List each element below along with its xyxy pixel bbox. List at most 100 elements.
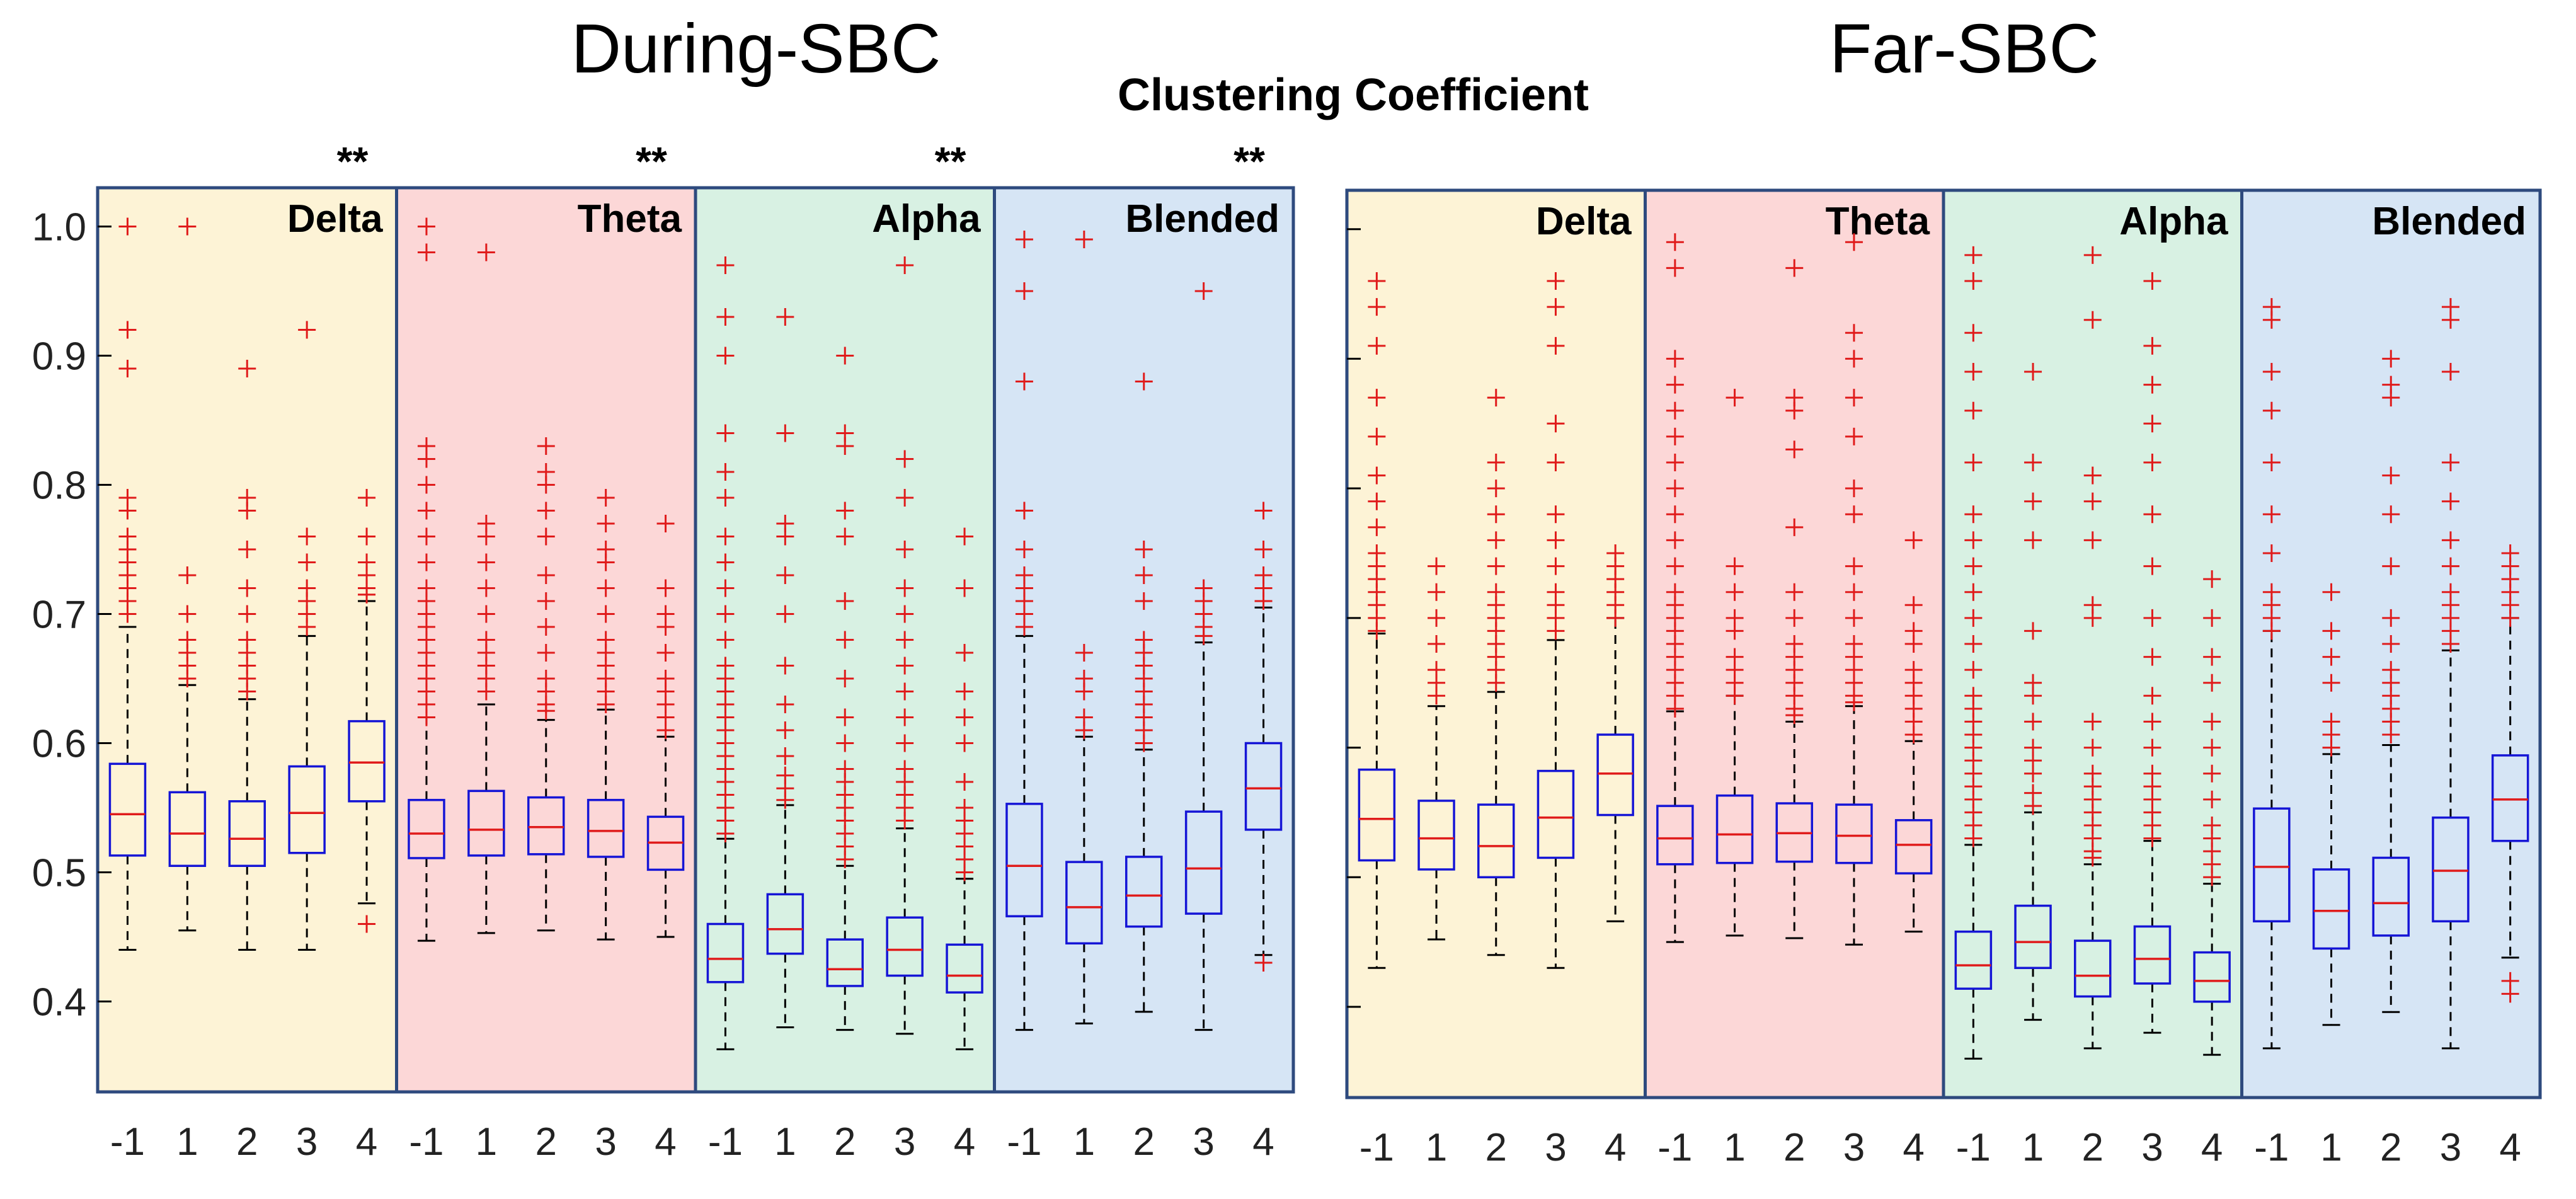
outlier-point xyxy=(1135,592,1153,610)
iqr-box xyxy=(1537,769,1575,859)
x-tick-label: 3 xyxy=(595,1120,616,1164)
outlier-point xyxy=(1964,531,1983,549)
y-tick-label: 1.0 xyxy=(32,206,86,250)
x-tick-label: -1 xyxy=(1956,1126,1991,1169)
x-tick-label: 2 xyxy=(1133,1120,1155,1164)
outlier-point xyxy=(1487,583,1505,601)
outlier-point xyxy=(1254,541,1273,558)
outlier-point xyxy=(2501,972,2519,990)
outlier-point xyxy=(2441,557,2459,575)
outlier-point xyxy=(1015,502,1033,520)
outlier-point xyxy=(656,644,675,662)
outlier-point xyxy=(1785,583,1804,601)
outlier-point xyxy=(836,708,854,726)
iqr-box xyxy=(1835,803,1873,864)
outlier-point xyxy=(1666,350,1684,368)
box-alpha-4: 4 xyxy=(946,527,983,1164)
outlier-point xyxy=(1845,324,1863,342)
outlier-point xyxy=(716,631,735,649)
outlier-point xyxy=(1428,661,1446,679)
outlier-point xyxy=(1075,231,1093,248)
iqr-box xyxy=(168,791,207,868)
y-tick-label: 0.9 xyxy=(32,335,86,379)
outlier-point xyxy=(836,527,854,546)
outlier-point xyxy=(716,347,735,365)
outlier-point xyxy=(2143,764,2161,783)
y-tick-label: 0.7 xyxy=(32,594,86,637)
outlier-point xyxy=(118,217,137,236)
outlier-point xyxy=(1964,583,1983,601)
outlier-point xyxy=(1254,502,1273,520)
x-tick-label: 4 xyxy=(2499,1126,2521,1169)
outlier-point xyxy=(2024,784,2042,802)
outlier-point xyxy=(477,631,495,649)
outlier-point xyxy=(776,308,794,326)
outlier-point xyxy=(716,308,735,326)
band-group-alpha: Alpha -1 1 2 3 4 xyxy=(1942,188,2243,1169)
outlier-point xyxy=(896,579,914,597)
iqr-box xyxy=(1125,856,1163,928)
outlier-point xyxy=(537,437,555,455)
outlier-point xyxy=(836,592,854,610)
outlier-point xyxy=(2382,466,2400,485)
iqr-box xyxy=(228,800,266,867)
outlier-point xyxy=(896,450,914,468)
box-blended--1: -1 xyxy=(2253,298,2291,1169)
outlier-point xyxy=(238,360,256,377)
outlier-point xyxy=(477,243,495,261)
outlier-point xyxy=(597,579,615,597)
outlier-point xyxy=(1487,505,1505,524)
outlier-point xyxy=(1904,622,1923,640)
outlier-point xyxy=(1785,518,1804,536)
outlier-point xyxy=(896,256,914,274)
iqr-box xyxy=(2014,904,2052,970)
outlier-point xyxy=(1135,372,1153,391)
outlier-point xyxy=(2024,363,2042,381)
outlier-point xyxy=(537,502,555,520)
x-tick-label: 2 xyxy=(2082,1126,2104,1169)
outlier-point xyxy=(1845,635,1863,653)
outlier-point xyxy=(896,605,914,623)
band-label: Theta xyxy=(1826,200,1930,243)
outlier-point xyxy=(716,657,735,675)
y-tick-label: 0.4 xyxy=(32,981,86,1024)
outlier-point xyxy=(836,670,854,687)
significance-marker: ** xyxy=(337,139,369,184)
outlier-point xyxy=(2262,401,2281,420)
outlier-point xyxy=(2083,246,2102,264)
outlier-point xyxy=(836,734,854,752)
outlier-point xyxy=(597,631,615,649)
outlier-point xyxy=(417,527,435,546)
outlier-point xyxy=(956,682,974,701)
outlier-point xyxy=(1666,505,1684,524)
iqr-box xyxy=(2193,951,2231,1003)
x-tick-label: 1 xyxy=(2022,1126,2044,1169)
outlier-point xyxy=(1487,479,1505,498)
outlier-point xyxy=(956,579,974,597)
band-label: Blended xyxy=(1125,197,1279,241)
outlier-point xyxy=(1368,518,1386,536)
band-label: Blended xyxy=(2372,200,2526,243)
outlier-point xyxy=(836,760,854,778)
iqr-box xyxy=(1244,742,1283,831)
outlier-point xyxy=(1547,272,1565,290)
x-tick-label: 4 xyxy=(655,1120,676,1164)
outlier-point xyxy=(836,424,854,442)
y-tick-label: 0.8 xyxy=(32,464,86,508)
outlier-point xyxy=(2083,311,2102,329)
outlier-point xyxy=(2322,674,2340,692)
outlier-point xyxy=(2083,764,2102,783)
outlier-point xyxy=(656,515,675,532)
outlier-point xyxy=(1964,661,1983,679)
iqr-box xyxy=(1656,805,1694,866)
outlier-point xyxy=(1015,372,1033,391)
outlier-point xyxy=(1368,272,1386,290)
outlier-point xyxy=(2024,738,2042,757)
outlier-point xyxy=(896,682,914,701)
outlier-point xyxy=(1964,505,1983,524)
outlier-point xyxy=(836,631,854,649)
outlier-point xyxy=(896,657,914,675)
outlier-point xyxy=(776,721,794,739)
outlier-point xyxy=(1368,336,1386,355)
